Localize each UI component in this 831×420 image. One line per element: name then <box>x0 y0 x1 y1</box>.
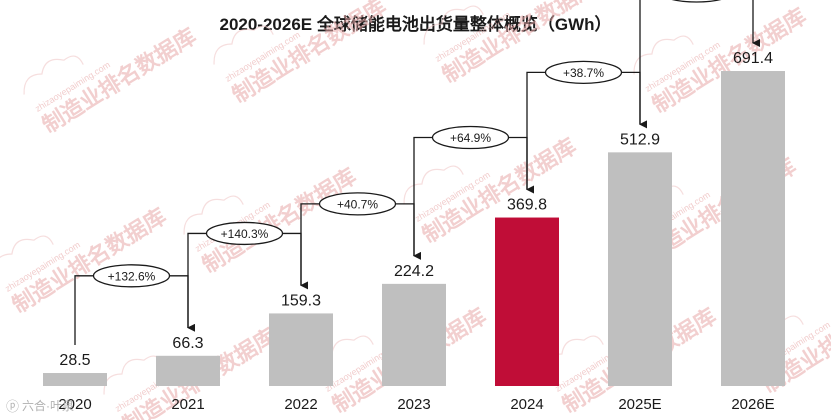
bar-2026E <box>721 71 785 386</box>
bar-2025E <box>608 152 672 386</box>
growth-badge <box>92 264 171 288</box>
watermark-text: 制造业排名数据库 <box>8 203 171 317</box>
bar-2024 <box>495 217 559 386</box>
value-label: 369.8 <box>507 197 547 214</box>
watermark-cloud <box>213 25 274 65</box>
growth-label: +40.7% <box>337 197 378 211</box>
watermark-cloud <box>633 35 694 75</box>
growth-badge <box>671 0 722 3</box>
growth-badge <box>431 125 510 150</box>
watermark-cloud <box>403 165 464 205</box>
category-label: 2023 <box>397 396 430 413</box>
growth-badge <box>205 221 284 246</box>
bar-2022 <box>269 313 333 386</box>
growth-label: +64.9% <box>450 131 491 145</box>
logo-icon: ⓟ <box>6 399 20 414</box>
watermark-cloud <box>183 195 244 235</box>
growth-label: +132.6% <box>108 269 156 283</box>
labels-layer: 28.5 2020 66.3 2021 159.3 2022 224.2 2023 369.8 2… <box>58 50 774 413</box>
category-label: 2024 <box>510 396 543 413</box>
bar-2021 <box>156 355 220 386</box>
bar-2023 <box>382 283 446 386</box>
category-label: 2025E <box>618 396 661 413</box>
watermark-cloud <box>103 355 164 395</box>
value-label: 159.3 <box>281 292 321 309</box>
watermark-cloud <box>23 55 84 95</box>
value-label: 66.3 <box>172 335 203 352</box>
growth-badge <box>318 192 397 216</box>
category-label: 2020 <box>58 396 91 413</box>
bar-2020 <box>43 373 107 386</box>
watermark-cloud <box>0 235 54 275</box>
category-label: 2026E <box>731 396 774 413</box>
bars-layer <box>43 71 785 386</box>
logo-text: 六合·叶泉 <box>22 399 75 413</box>
growth-connector <box>639 0 760 125</box>
category-label: 2022 <box>284 396 317 413</box>
watermark-text: 制造业排名数据库 <box>38 23 201 137</box>
category-label: 2021 <box>171 396 204 413</box>
growth-label: +38.7% <box>563 66 604 80</box>
growth-label: +140.3% <box>221 227 269 241</box>
value-label: 691.4 <box>733 50 773 67</box>
value-label: 512.9 <box>620 131 660 148</box>
chart-title: 2020-2026E 全球储能电池出货量整体概览（GWh） <box>219 15 612 34</box>
watermark-cloud <box>423 5 484 45</box>
growth-badge <box>544 60 623 84</box>
watermark-text: 制造业排名数据库 <box>198 163 361 277</box>
watermark-text: 制造业排名数据库 <box>228 0 391 108</box>
footer-logo: ⓟ 六合·叶泉 <box>6 396 74 415</box>
value-label: 28.5 <box>59 352 90 369</box>
connectors-layer: +132.6%+140.3%+40.7%+64.9%+38.7%+34.8% <box>74 0 760 346</box>
value-label: 224.2 <box>394 263 434 280</box>
